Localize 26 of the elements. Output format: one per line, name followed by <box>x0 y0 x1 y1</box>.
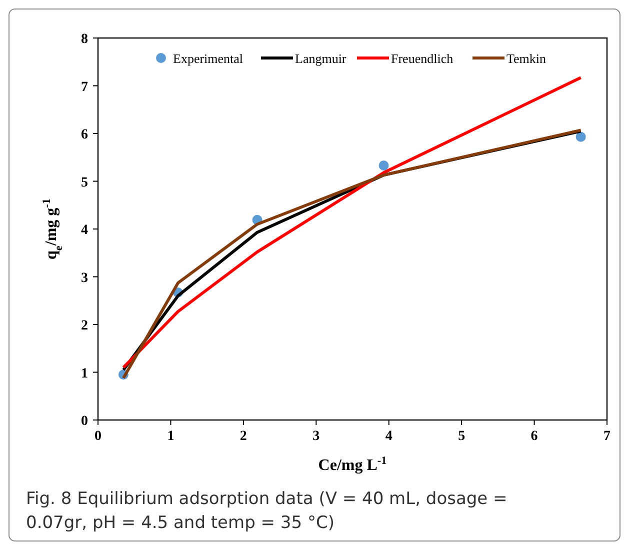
x-tick-label: 2 <box>240 429 247 444</box>
legend-label: Langmuir <box>295 51 347 66</box>
x-tick-label: 6 <box>530 429 538 444</box>
y-tick-label: 2 <box>81 318 88 334</box>
legend-label: Experimental <box>173 51 244 66</box>
y-tick-label: 7 <box>81 80 88 95</box>
y-tick-label: 4 <box>81 223 88 238</box>
line-series <box>122 76 582 369</box>
point <box>576 132 586 142</box>
y-tick-label: 8 <box>81 32 88 47</box>
y-tick-label: 6 <box>81 128 88 142</box>
x-tick-label: 1 <box>167 429 174 444</box>
legend-label: Freuendlich <box>391 51 454 66</box>
x-tick-label: 7 <box>604 429 610 444</box>
legend-label: Temkin <box>506 51 547 66</box>
x-tick-label: 3 <box>312 429 320 444</box>
point <box>378 160 389 170</box>
x-tick-label: 5 <box>458 429 466 444</box>
x-tick-label: 4 <box>385 429 392 444</box>
y-tick-label: 0 <box>81 414 88 429</box>
y-tick-label: 1 <box>81 366 88 382</box>
y-tick-label: 5 <box>81 175 88 190</box>
y-tick-label: 3 <box>81 270 88 286</box>
x-tick-label: 0 <box>94 429 102 444</box>
caption: Fig. 8 Equilibrium adsorption data (V = 40 mL, dosage = 0.07gr, pH = 4.5 and temp = 35 °C) <box>26 489 508 533</box>
x-axis-title: Ce/mg L$^{-1}$ <box>318 455 388 474</box>
